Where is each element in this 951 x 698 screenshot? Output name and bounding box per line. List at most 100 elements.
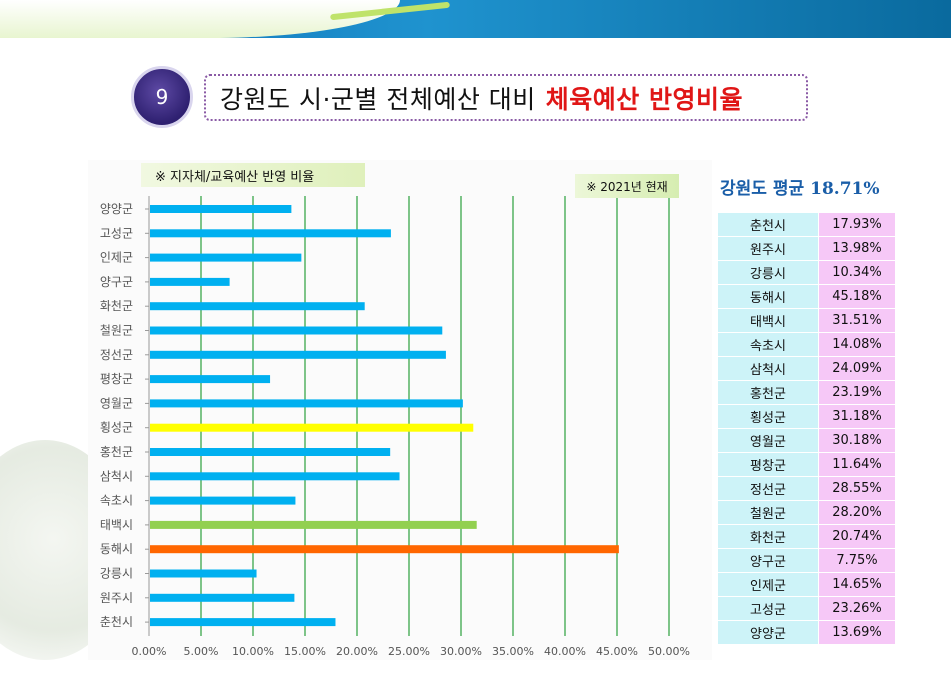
table-row: 강릉시 10.34%: [717, 260, 896, 285]
y-category-label: 화천군: [100, 298, 133, 313]
bar-양구군: [150, 277, 230, 286]
y-category-label: 인제군: [100, 251, 133, 265]
table-row: 영월군 30.18%: [717, 428, 896, 453]
table-cell-ratio: 23.26%: [818, 596, 896, 621]
x-tick-label: 25.00%: [388, 645, 430, 658]
table-cell-ratio: 23.19%: [818, 380, 896, 405]
y-category-label: 삼척시: [100, 469, 133, 483]
x-tick-label: 40.00%: [544, 645, 586, 658]
table-cell-region: 양구군: [717, 548, 819, 573]
table-cell-ratio: 11.64%: [818, 452, 896, 477]
x-tick-label: 10.00%: [232, 645, 274, 658]
bar-화천군: [150, 302, 365, 311]
y-category-label: 춘천시: [100, 614, 133, 629]
table-cell-region: 홍천군: [717, 380, 819, 405]
table-row: 양구군 7.75%: [717, 548, 896, 573]
table-cell-ratio: 31.51%: [818, 308, 896, 333]
table-cell-region: 영월군: [717, 428, 819, 453]
table-cell-ratio: 14.08%: [818, 332, 896, 357]
table-cell-ratio: 7.75%: [818, 548, 896, 573]
table-cell-ratio: 20.74%: [818, 524, 896, 549]
bar-chart-panel: 0.00% 5.00% 10.00% 15.00% 20.00% 25.00% 30.00%…: [88, 160, 712, 660]
table-cell-region: 원주시: [717, 236, 819, 261]
bar-양양군: [150, 205, 292, 213]
y-category-label: 동해시: [100, 542, 133, 556]
bar-정선군: [150, 350, 446, 359]
table-cell-ratio: 10.34%: [818, 260, 896, 285]
table-cell-region: 횡성군: [717, 404, 819, 429]
bar-횡성군: [150, 423, 474, 432]
y-category-label: 홍천군: [100, 444, 133, 459]
y-category-label: 철원군: [100, 324, 133, 338]
table-cell-region: 화천군: [717, 524, 819, 549]
bar-태백시: [150, 520, 477, 529]
table-cell-ratio: 13.69%: [818, 620, 896, 645]
table-cell-region: 강릉시: [717, 260, 819, 285]
bar-평창군: [150, 375, 271, 384]
x-tick-label: 50.00%: [648, 645, 690, 658]
table-row: 원주시 13.98%: [717, 236, 896, 261]
table-row: 고성군 23.26%: [717, 596, 896, 621]
table-cell-region: 정선군: [717, 476, 819, 501]
x-tick-label: 20.00%: [336, 645, 378, 658]
bar-고성군: [150, 229, 391, 238]
table-cell-ratio: 28.55%: [818, 476, 896, 501]
province-average: 강원도 평균 18.71%: [720, 174, 880, 199]
table-cell-region: 철원군: [717, 500, 819, 525]
bar-동해시: [150, 545, 619, 554]
table-row: 속초시 14.08%: [717, 332, 896, 357]
y-category-label: 정선군: [100, 348, 133, 362]
bar-속초시: [150, 496, 296, 505]
y-category-label: 양양군: [100, 202, 133, 216]
table-cell-region: 양양군: [717, 620, 819, 645]
table-cell-region: 인제군: [717, 572, 819, 597]
table-cell-ratio: 24.09%: [818, 356, 896, 381]
table-cell-region: 춘천시: [717, 212, 819, 237]
bar-chart: 0.00% 5.00% 10.00% 15.00% 20.00% 25.00% 30.00%…: [100, 196, 690, 658]
table-row: 정선군 28.55%: [717, 476, 896, 501]
y-category-label: 영월군: [100, 396, 133, 410]
title-part2-highlight: 체육예산 반영비율: [545, 84, 744, 114]
table-cell-region: 태백시: [717, 308, 819, 333]
note-year: ※ 2021년 현재: [575, 174, 679, 198]
note-budget-ratio: ※ 지자체/교육예산 반영 비율: [141, 163, 365, 187]
table-row: 양양군 13.69%: [717, 620, 896, 645]
table-cell-ratio: 30.18%: [818, 428, 896, 453]
title-part1: 강원도 시·군별 전체예산 대비: [220, 84, 536, 114]
y-category-label: 태백시: [100, 518, 133, 532]
bar-강릉시: [150, 569, 257, 578]
table-cell-region: 평창군: [717, 452, 819, 477]
table-cell-ratio: 17.93%: [818, 212, 896, 237]
bar-원주시: [150, 593, 295, 602]
y-category-label: 평창군: [100, 372, 133, 386]
y-category-label: 원주시: [100, 591, 133, 605]
x-tick-label: 30.00%: [440, 645, 482, 658]
bar-삼척시: [150, 472, 400, 481]
table-row: 홍천군 23.19%: [717, 380, 896, 405]
table-cell-region: 고성군: [717, 596, 819, 621]
table-row: 철원군 28.20%: [717, 500, 896, 525]
y-category-label: 양구군: [100, 275, 133, 289]
table-row: 태백시 31.51%: [717, 308, 896, 333]
table-cell-region: 속초시: [717, 332, 819, 357]
bar-인제군: [150, 253, 302, 262]
bar-춘천시: [150, 618, 336, 627]
x-tick-label: 15.00%: [284, 645, 326, 658]
top-banner: [0, 0, 951, 38]
x-tick-label: 0.00%: [132, 645, 167, 658]
table-cell-ratio: 14.65%: [818, 572, 896, 597]
x-tick-label: 5.00%: [184, 645, 219, 658]
table-row: 평창군 11.64%: [717, 452, 896, 477]
slide-title: 강원도 시·군별 전체예산 대비 체육예산 반영비율: [204, 74, 808, 121]
table-cell-region: 동해시: [717, 284, 819, 309]
y-category-label: 속초시: [100, 494, 133, 508]
table-cell-region: 삼척시: [717, 356, 819, 381]
table-row: 횡성군 31.18%: [717, 404, 896, 429]
table-row: 춘천시 17.93%: [717, 212, 896, 237]
y-category-label: 횡성군: [100, 421, 133, 435]
average-label: 강원도 평균: [720, 179, 805, 199]
x-tick-label: 35.00%: [492, 645, 534, 658]
x-tick-label: 45.00%: [596, 645, 638, 658]
table-cell-ratio: 31.18%: [818, 404, 896, 429]
table-row: 화천군 20.74%: [717, 524, 896, 549]
